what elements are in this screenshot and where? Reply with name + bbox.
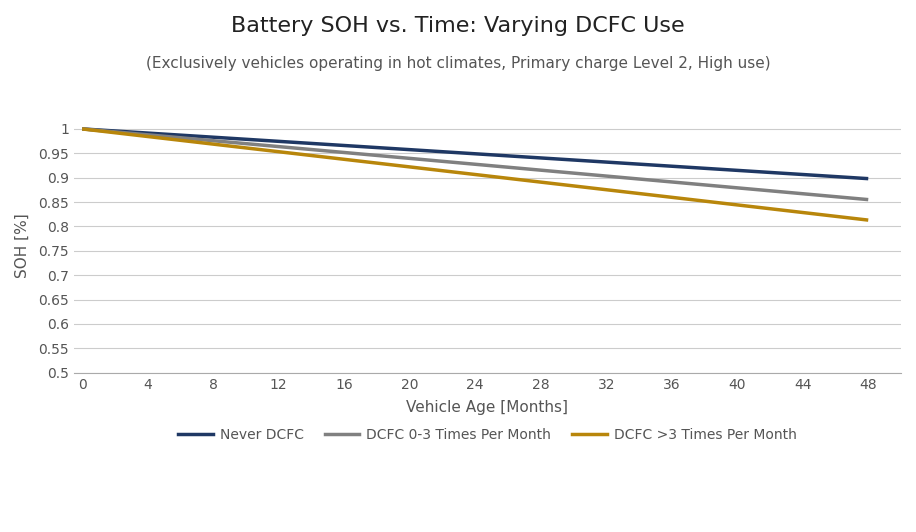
X-axis label: Vehicle Age [Months]: Vehicle Age [Months] (407, 400, 569, 415)
Y-axis label: SOH [%]: SOH [%] (15, 213, 30, 278)
Text: (Exclusively vehicles operating in hot climates, Primary charge Level 2, High us: (Exclusively vehicles operating in hot c… (146, 56, 770, 71)
Text: Battery SOH vs. Time: Varying DCFC Use: Battery SOH vs. Time: Varying DCFC Use (231, 16, 685, 36)
Legend: Never DCFC, DCFC 0-3 Times Per Month, DCFC >3 Times Per Month: Never DCFC, DCFC 0-3 Times Per Month, DC… (173, 423, 802, 448)
